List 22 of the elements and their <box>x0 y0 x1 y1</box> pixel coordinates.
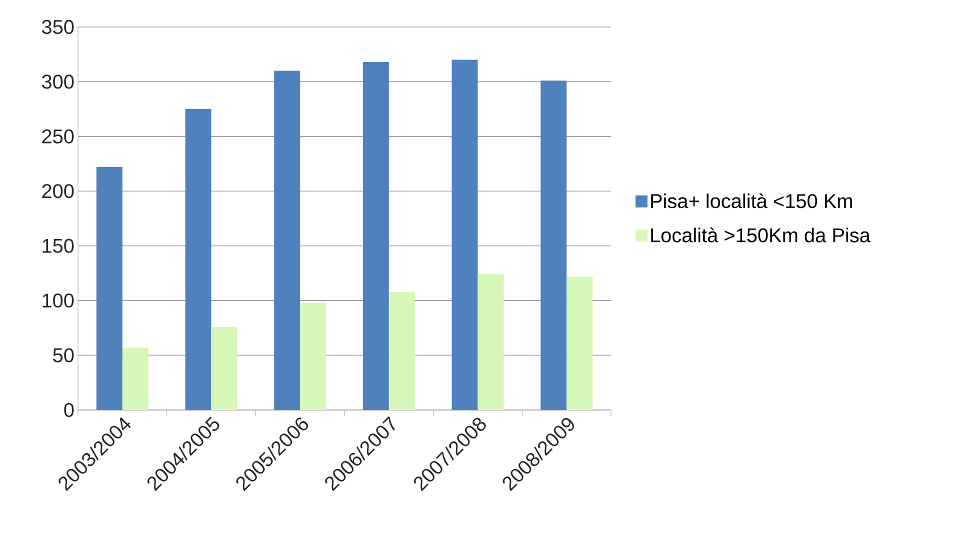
legend-label: Pisa+ località <150 Km <box>651 193 852 208</box>
bar <box>274 70 300 410</box>
bar <box>478 274 504 410</box>
bar <box>362 62 389 410</box>
bar <box>566 276 593 410</box>
bar <box>185 109 212 410</box>
legend-label: Località >150Km da Pisa <box>651 227 870 242</box>
y-tick-label: 200 <box>42 184 74 198</box>
bar <box>122 348 148 410</box>
y-tick-label: 300 <box>42 74 74 89</box>
bar <box>452 60 478 410</box>
bar <box>388 292 415 410</box>
y-tick-label: 250 <box>42 129 74 144</box>
y-tick-label: 50 <box>53 348 74 362</box>
bar <box>211 326 238 410</box>
bar <box>96 167 122 410</box>
y-tick-label: 100 <box>42 294 74 308</box>
y-tick-label: 150 <box>42 238 74 253</box>
bar <box>300 302 326 410</box>
y-tick-label: 350 <box>42 20 74 34</box>
y-tick-label: 0 <box>64 402 74 418</box>
bar <box>540 80 567 410</box>
